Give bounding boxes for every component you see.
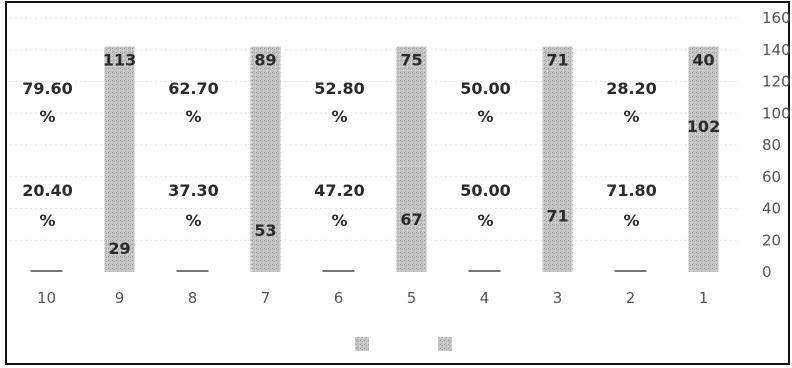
legend-swatch <box>355 337 369 351</box>
y-tick-label: 160 <box>762 9 791 27</box>
bar-segment-lower <box>250 187 281 272</box>
x-tick-label: 2 <box>626 289 636 307</box>
percent-label: 50.00 <box>460 79 511 98</box>
y-tick-label: 0 <box>762 263 772 281</box>
percent-label: % <box>185 107 201 126</box>
percent-label: % <box>39 211 55 230</box>
legend-swatch <box>438 337 452 351</box>
bar-value-label: 29 <box>108 239 130 258</box>
percent-label: 62.70 <box>168 79 219 98</box>
y-tick-label: 120 <box>762 73 791 91</box>
bar-segment-upper <box>688 46 719 111</box>
bar-segment-upper <box>104 46 135 226</box>
bar-segment-upper <box>250 46 281 188</box>
percent-label: % <box>623 211 639 230</box>
bar-segment-lower <box>688 110 719 272</box>
x-tick-label: 4 <box>480 289 490 307</box>
bar-segment-upper <box>396 46 427 166</box>
percent-label: % <box>185 211 201 230</box>
x-tick-label: 6 <box>334 289 344 307</box>
x-tick-label: 8 <box>188 289 198 307</box>
y-tick-label: 140 <box>762 41 791 59</box>
x-tick-label: 7 <box>261 289 271 307</box>
y-tick-label: 80 <box>762 136 781 154</box>
percent-label: 37.30 <box>168 181 219 200</box>
percent-label: % <box>331 211 347 230</box>
bar-value-label: 102 <box>687 117 720 136</box>
bar-segment-lower <box>396 165 427 272</box>
x-tick-label: 1 <box>699 289 709 307</box>
bar-value-label: 113 <box>103 51 136 70</box>
percent-label: 50.00 <box>460 181 511 200</box>
bar-value-label: 71 <box>546 51 568 70</box>
x-tick-label: 3 <box>553 289 563 307</box>
percent-label: 20.40 <box>22 181 73 200</box>
y-tick-label: 20 <box>762 231 781 249</box>
x-tick-label: 9 <box>115 289 125 307</box>
percent-label: 52.80 <box>314 79 365 98</box>
bar-value-label: 40 <box>692 51 714 70</box>
plot-frame <box>5 1 790 365</box>
bar-segment-lower <box>542 159 573 272</box>
percent-label: 71.80 <box>606 181 657 200</box>
bar-value-label: 67 <box>400 210 422 229</box>
percent-label: 47.20 <box>314 181 365 200</box>
bar-segment-upper <box>542 46 573 160</box>
percent-label: 79.60 <box>22 79 73 98</box>
bar-segment-lower <box>104 225 135 272</box>
y-tick-label: 100 <box>762 104 791 122</box>
bar-value-label: 71 <box>546 207 568 226</box>
bar-value-label: 75 <box>400 51 422 70</box>
x-tick-label: 5 <box>407 289 417 307</box>
percent-label: % <box>331 107 347 126</box>
percent-label: % <box>39 107 55 126</box>
bar-value-label: 53 <box>254 221 276 240</box>
percent-label: % <box>477 211 493 230</box>
percent-label: 28.20 <box>606 79 657 98</box>
percent-label: % <box>623 107 639 126</box>
percent-label: % <box>477 107 493 126</box>
y-tick-label: 60 <box>762 168 781 186</box>
x-tick-label: 10 <box>37 289 56 307</box>
bar-value-label: 89 <box>254 51 276 70</box>
y-tick-label: 40 <box>762 200 781 218</box>
